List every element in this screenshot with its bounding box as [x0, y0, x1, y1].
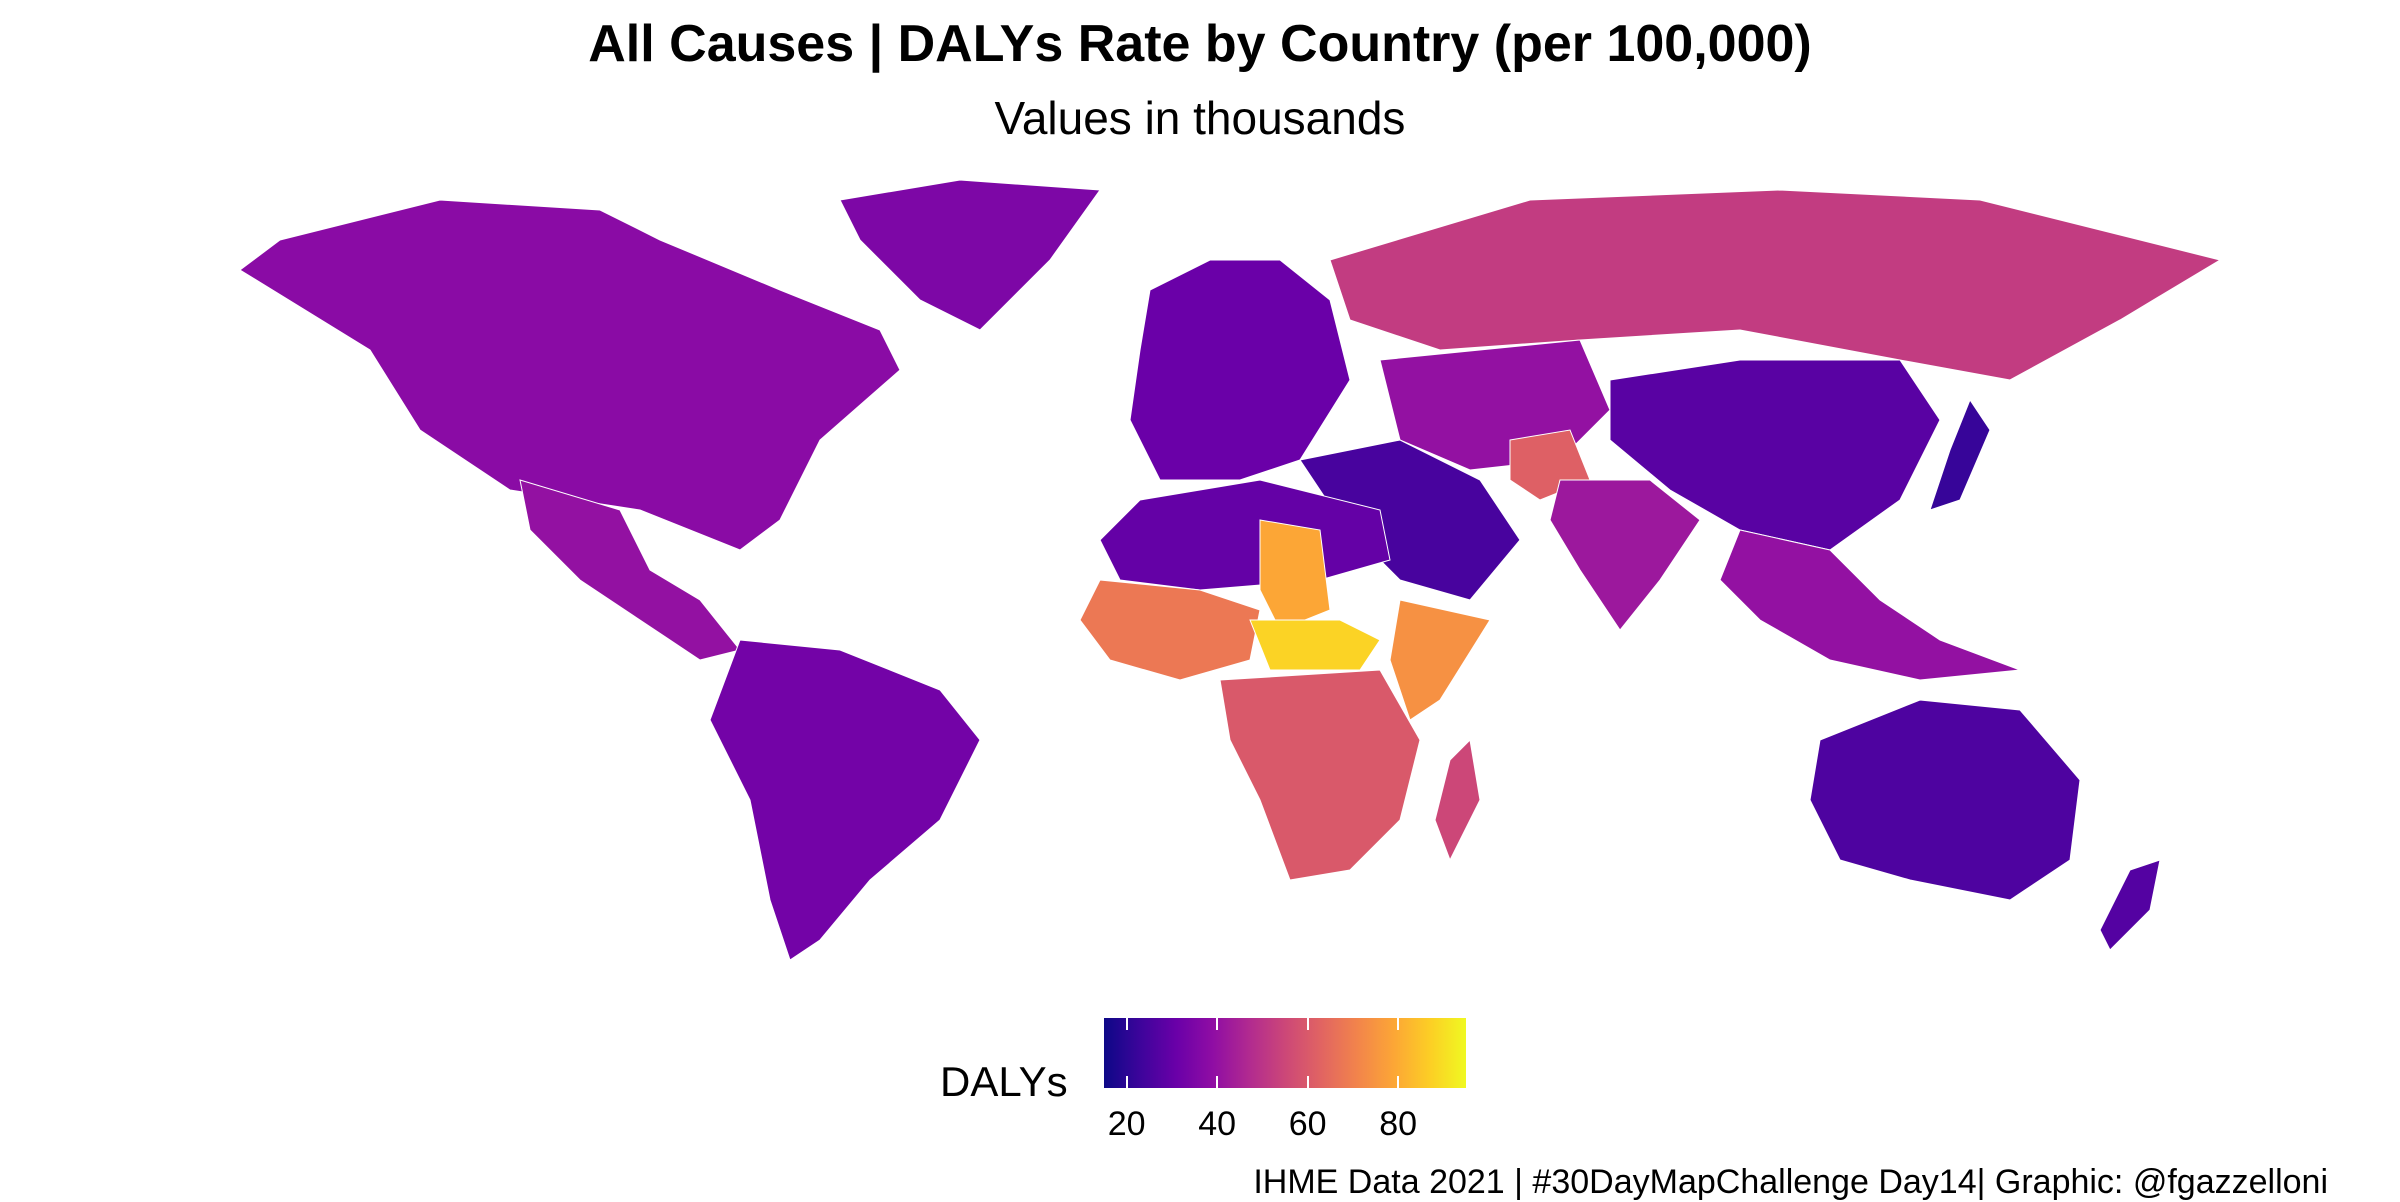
region-europe	[1129, 259, 1351, 481]
map-title: All Causes | DALYs Rate by Country (per …	[588, 15, 1812, 73]
region-horn-of-africa	[1389, 599, 1491, 721]
caption: IHME Data 2021 | #30DayMapChallenge Day1…	[1253, 1163, 2328, 1201]
region-china	[1609, 359, 1941, 551]
map-subtitle: Values in thousands	[994, 92, 1406, 144]
legend-tick-mark	[1216, 1076, 1219, 1088]
region-new-zealand	[2099, 859, 2161, 951]
legend-tick-label: 20	[1107, 1105, 1146, 1143]
legend-tick-label: 40	[1198, 1105, 1237, 1143]
legend-tick-mark	[1306, 1076, 1309, 1088]
legend-tick-mark	[1306, 1018, 1309, 1030]
region-southern-africa	[1219, 669, 1421, 881]
legend-tick-label: 80	[1379, 1105, 1418, 1143]
region-madagascar	[1434, 738, 1481, 862]
legend-tick-mark	[1125, 1018, 1128, 1030]
region-chad	[1259, 519, 1331, 631]
region-japan	[1929, 398, 1991, 511]
region-central-america	[519, 479, 741, 661]
legend-tick-label: 60	[1288, 1105, 1327, 1143]
region-india	[1549, 479, 1701, 631]
region-south-america	[709, 639, 981, 961]
legend-tick-mark	[1125, 1076, 1128, 1088]
legend-tick-marks	[1104, 1018, 1466, 1088]
legend-color-bar	[1104, 1018, 1466, 1088]
region-southeast-asia	[1719, 529, 2021, 681]
region-australia	[1809, 699, 2081, 901]
legend-title: DALYs	[940, 1058, 1068, 1105]
legend-tick-mark	[1397, 1018, 1400, 1030]
region-russia	[1329, 189, 2222, 381]
legend-tick-mark	[1397, 1076, 1400, 1088]
region-greenland	[839, 180, 1101, 331]
region-central-african-republic	[1249, 619, 1381, 671]
world-map	[239, 180, 2222, 961]
region-north-america	[239, 199, 901, 551]
region-sahel	[1079, 579, 1261, 681]
legend-tick-mark	[1216, 1018, 1219, 1030]
